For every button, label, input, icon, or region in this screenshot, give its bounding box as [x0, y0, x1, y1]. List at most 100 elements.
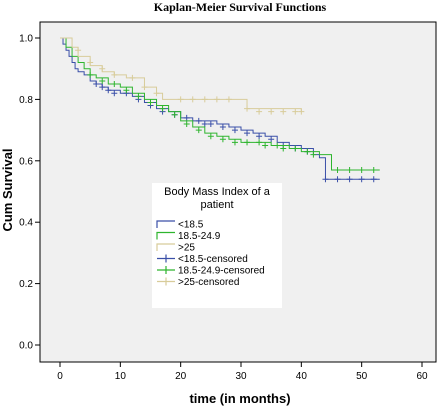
x-tick-label: 10 [115, 371, 127, 382]
censor-mark [274, 142, 281, 149]
y-tick-label: 0.8 [19, 95, 33, 106]
censor-mark [141, 84, 148, 91]
legend-swatch [157, 266, 175, 274]
censor-mark [370, 176, 377, 183]
legend-label: <18.5 [178, 220, 204, 231]
censor-mark [292, 108, 299, 115]
censor-mark [111, 90, 118, 97]
censor-mark [135, 93, 142, 100]
chart-title: Kaplan-Meier Survival Functions [154, 0, 327, 14]
series-line [60, 37, 302, 112]
x-tick-label: 30 [235, 371, 247, 382]
legend-title-line-2: patient [200, 199, 233, 211]
censor-mark [244, 130, 251, 137]
censor-mark [213, 96, 220, 103]
censor-mark [99, 84, 106, 91]
censor-mark [231, 139, 238, 146]
legend-entry: 18.5-24.9 [156, 231, 221, 242]
censor-mark [262, 142, 269, 149]
series-1 [60, 37, 380, 174]
censor-mark [99, 65, 106, 72]
censor-mark [358, 176, 365, 183]
x-tick-label: 20 [175, 371, 187, 382]
series-2 [60, 37, 305, 115]
legend-entry: <18.5-censored [157, 254, 248, 265]
censor-mark [177, 96, 184, 103]
censor-mark [183, 114, 190, 121]
legend-swatch [157, 277, 175, 286]
censor-mark [256, 108, 263, 115]
x-axis: 0 10 20 30 40 50 60 [57, 362, 428, 382]
y-tick-label: 1.0 [19, 34, 33, 45]
censor-mark [304, 148, 311, 155]
censor-mark [195, 117, 202, 124]
censor-mark [93, 81, 100, 88]
censor-mark [147, 99, 154, 106]
legend-label: 18.5-24.9 [178, 231, 221, 242]
censor-mark [256, 133, 263, 140]
censor-mark [292, 145, 299, 152]
legend-entry: >25-censored [157, 277, 239, 288]
censor-mark [231, 127, 238, 134]
legend-title-line-1: Body Mass Index of a [164, 186, 271, 198]
y-tick-label: 0.4 [19, 218, 33, 229]
censor-mark [111, 81, 118, 88]
x-tick-label: 40 [296, 371, 308, 382]
censor-mark [207, 120, 214, 127]
censor-mark [370, 167, 377, 174]
censor-mark [346, 167, 353, 174]
censor-mark [129, 74, 136, 81]
censor-mark [87, 71, 94, 78]
censor-mark [201, 120, 208, 127]
censor-mark [171, 111, 178, 118]
censor-mark [268, 108, 275, 115]
censor-mark [123, 87, 130, 94]
censor-mark [75, 47, 82, 54]
censor-mark [183, 120, 190, 127]
legend-box [152, 183, 282, 308]
censor-mark [219, 136, 226, 143]
censor-mark [244, 105, 251, 112]
censor-mark [268, 136, 275, 143]
censor-mark [87, 59, 94, 66]
censor-mark [195, 127, 202, 134]
y-tick-label: 0.2 [19, 279, 33, 290]
censor-mark [334, 167, 341, 174]
x-tick-label: 60 [416, 371, 428, 382]
legend-swatch [157, 254, 175, 263]
legend-swatch [156, 231, 175, 240]
censor-mark [219, 124, 226, 131]
x-axis-label: time (in months) [189, 391, 290, 406]
legend-label: <18.5-censored [178, 254, 248, 265]
y-tick-label: 0.0 [19, 341, 33, 352]
legend-entry: 18.5-24.9-censored [157, 266, 265, 277]
censor-mark [346, 176, 353, 183]
censor-mark [244, 139, 251, 146]
censor-mark [334, 176, 341, 183]
censor-mark [280, 108, 287, 115]
censor-mark [322, 176, 329, 183]
legend-swatch [156, 220, 175, 228]
x-tick-label: 0 [57, 371, 63, 382]
y-axis-label: Cum Survival [0, 148, 15, 231]
censor-mark [99, 77, 106, 84]
censor-mark [256, 139, 263, 146]
censor-mark [111, 71, 118, 78]
legend-entry: >25 [156, 243, 195, 254]
censor-mark [298, 108, 305, 115]
censor-mark [358, 167, 365, 174]
censor-mark [159, 105, 166, 112]
censor-mark [189, 96, 196, 103]
y-tick-label: 0.6 [19, 156, 33, 167]
censor-mark [225, 96, 232, 103]
legend-label: >25-censored [178, 277, 239, 288]
y-axis: 0.0 0.2 0.4 0.6 0.8 1.0 [19, 34, 40, 352]
legend-entry: <18.5 [156, 220, 204, 231]
censor-mark [310, 151, 317, 158]
series-layer [60, 37, 380, 183]
legend-label: 18.5-24.9-censored [178, 266, 265, 277]
legend-label: >25 [178, 243, 195, 254]
censor-mark [280, 145, 287, 152]
censor-mark [201, 96, 208, 103]
